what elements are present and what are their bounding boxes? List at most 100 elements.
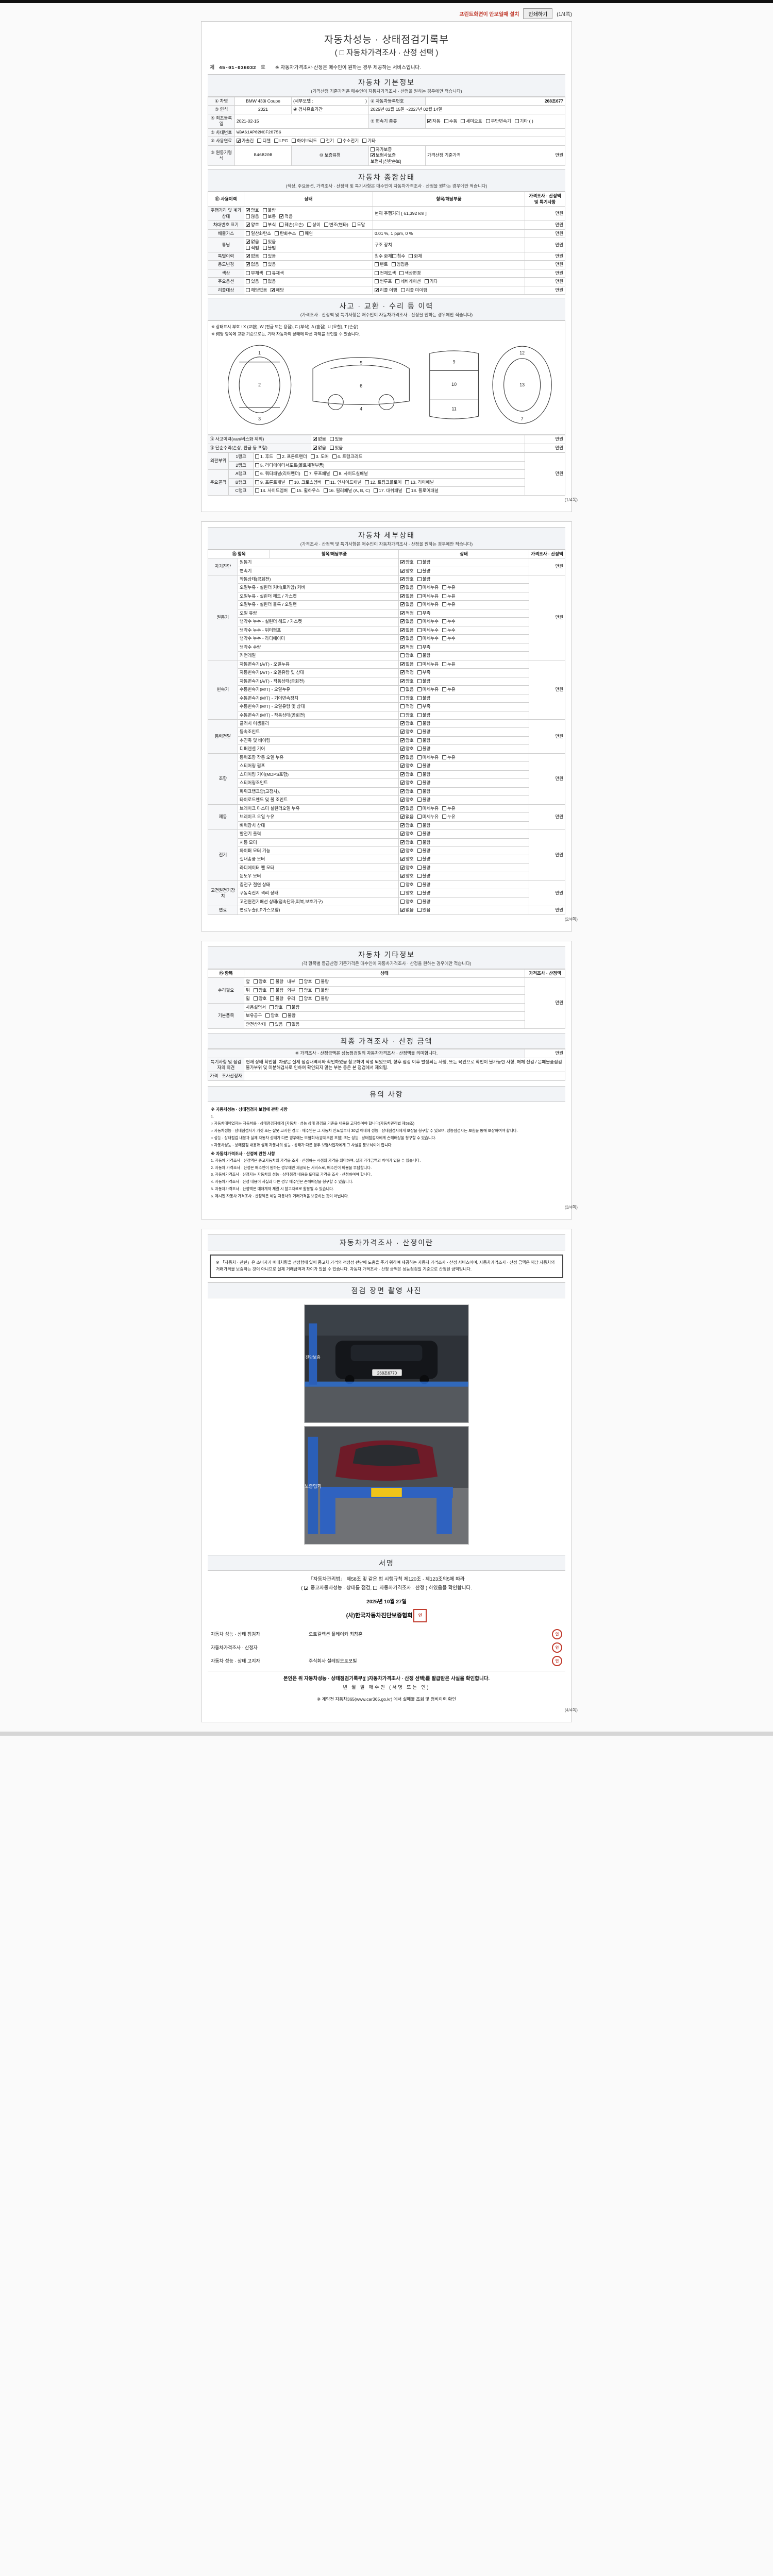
checkbox-rank-3-4[interactable] [405, 480, 410, 484]
checkbox-transmission-option-2[interactable] [461, 118, 465, 123]
checkbox-detail-1-2-opt-0[interactable] [400, 593, 405, 599]
detail-5-0-opt-1[interactable]: 미세누유 [417, 806, 439, 811]
detail-3-2-opt-1[interactable]: 불량 [417, 738, 430, 743]
checkbox-detail-1-0-opt-0[interactable] [400, 576, 405, 582]
detail-5-0-opt-2[interactable]: 누유 [442, 806, 456, 811]
overall-1-state-0-3[interactable]: 상이 [307, 222, 321, 228]
detail-6-3-opt-0[interactable]: 양호 [400, 856, 414, 862]
checkbox-accident-res-0-opt-0[interactable] [313, 436, 317, 442]
checkbox-overall-8-state-0-0[interactable] [246, 287, 250, 292]
checkbox-rank-3-2[interactable] [325, 480, 329, 484]
detail-1-1-opt-1[interactable]: 미세누유 [417, 585, 439, 590]
detail-5-0-opt-0[interactable]: 없음 [400, 805, 414, 811]
checkbox-etc-tire-0-left-1[interactable] [270, 979, 275, 984]
rank-4-item-2[interactable]: 16. 필러패널 (A, B, C) [323, 488, 370, 494]
overall-0-state-1-2[interactable]: 적음 [279, 213, 293, 219]
checkbox-detail-1-1-opt-2[interactable] [442, 585, 446, 590]
overall-2-state-0-2[interactable]: 매연 [299, 231, 313, 236]
detail-4-0-opt-2[interactable]: 누유 [442, 755, 456, 760]
checkbox-etc-base-1-opt-0[interactable] [265, 1013, 270, 1018]
checkbox-accident-res-0-opt-1[interactable] [329, 437, 334, 442]
transmission-option-4[interactable]: 기타 ( ) [514, 118, 533, 124]
checkbox-transmission-option-1[interactable] [444, 118, 448, 123]
checkbox-overall-7-state-0-0[interactable] [246, 279, 250, 284]
detail-2-6-opt-1[interactable]: 불량 [417, 713, 430, 718]
detail-7-2-opt-1[interactable]: 불량 [417, 899, 430, 905]
checkbox-etc-tire-2-right-0[interactable] [298, 996, 303, 1001]
checkbox-detail-6-4-opt-1[interactable] [417, 865, 422, 870]
checkbox-detail-6-5-opt-1[interactable] [417, 874, 422, 878]
overall-6-item-1[interactable]: 색상변경 [399, 270, 421, 276]
etc-tire-1-right-1[interactable]: 불량 [315, 988, 329, 993]
checkbox-etc-tire-0-left-0[interactable] [253, 979, 258, 984]
checkbox-detail-8-0-opt-0[interactable] [400, 907, 405, 913]
detail-3-1-opt-1[interactable]: 불량 [417, 729, 430, 735]
checkbox-etc-tire-2-left-0[interactable] [253, 996, 258, 1001]
checkbox-overall-1-state-0-0[interactable] [246, 222, 250, 228]
checkbox-detail-7-0-opt-1[interactable] [417, 882, 422, 887]
checkbox-etc-tire-0-right-0[interactable] [298, 979, 303, 984]
transmission-option-1[interactable]: 수동 [444, 118, 457, 124]
checkbox-etc-tire-0-right-1[interactable] [315, 979, 320, 984]
fuel-option-3[interactable]: 하이브리드 [292, 138, 317, 144]
detail-4-0-opt-1[interactable]: 미세누유 [417, 755, 439, 760]
fuel-option-6[interactable]: 기타 [362, 138, 376, 144]
checkbox-rank-2-2[interactable] [333, 471, 338, 476]
detail-2-1-opt-0[interactable]: 적정 [400, 669, 414, 675]
checkbox-accident-res-1-opt-1[interactable] [329, 445, 334, 450]
detail-6-3-opt-1[interactable]: 불량 [417, 856, 430, 862]
overall-2-state-0-0[interactable]: 일산화탄소 [246, 231, 271, 236]
detail-8-0-opt-0[interactable]: 없음 [400, 907, 414, 913]
checkbox-etc-base-2-opt-1[interactable] [286, 1022, 291, 1026]
checkbox-etc-tire-1-right-1[interactable] [315, 988, 320, 992]
checkbox-detail-3-3-opt-0[interactable] [400, 745, 405, 752]
checkbox-overall-2-state-0-2[interactable] [299, 231, 304, 235]
detail-3-0-opt-0[interactable]: 양호 [400, 720, 414, 726]
checkbox-rank-4-0[interactable] [255, 488, 259, 493]
checkbox-detail-6-5-opt-0[interactable] [400, 873, 405, 879]
detail-3-3-opt-1[interactable]: 불량 [417, 746, 430, 752]
overall-2-state-0-1[interactable]: 탄화수소 [275, 231, 296, 236]
print-button[interactable]: 인쇄하기 [523, 8, 553, 19]
checkbox-detail-6-0-opt-0[interactable] [400, 831, 405, 837]
checkbox-detail-1-5-opt-0[interactable] [400, 618, 405, 624]
checkbox-detail-3-2-opt-0[interactable] [400, 737, 405, 743]
checkbox-rank-3-0[interactable] [255, 480, 259, 484]
checkbox-overall-7-item-0[interactable] [375, 279, 379, 284]
detail-7-0-opt-0[interactable]: 양호 [400, 882, 414, 888]
etc-base-1-opt-1[interactable]: 불량 [282, 1013, 296, 1019]
checkbox-detail-3-0-opt-1[interactable] [417, 721, 422, 725]
overall-3-state-1-0[interactable]: 적법 [246, 245, 259, 251]
accident-res-0-opt-0[interactable]: 없음 [313, 436, 326, 442]
etc-tire-2-left-1[interactable]: 불량 [270, 996, 283, 1002]
overall-1-state-0-0[interactable]: 양호 [246, 222, 259, 228]
checkbox-overall-7-item-2[interactable] [424, 279, 429, 284]
checkbox-detail-2-0-opt-0[interactable] [400, 661, 405, 667]
fuel-option-2[interactable]: LPG [274, 138, 288, 144]
etc-tire-0-left-1[interactable]: 불량 [270, 979, 283, 985]
checkbox-overall-4-item-1[interactable] [409, 253, 413, 258]
fuel-option-0[interactable]: 가솔린 [237, 138, 254, 144]
detail-4-0-opt-0[interactable]: 없음 [400, 754, 414, 760]
checkbox-rank-0-0[interactable] [255, 454, 259, 459]
checkbox-detail-6-3-opt-0[interactable] [400, 856, 405, 862]
detail-2-0-opt-1[interactable]: 미세누유 [417, 662, 439, 667]
checkbox-detail-2-0-opt-1[interactable] [417, 662, 422, 666]
checkbox-etc-tire-2-right-1[interactable] [315, 996, 320, 1001]
detail-0-0-opt-0[interactable]: 양호 [400, 559, 414, 565]
checkbox-detail-4-3-opt-0[interactable] [400, 779, 405, 786]
etc-base-2-opt-1[interactable]: 없음 [286, 1022, 299, 1027]
overall-1-state-0-2[interactable]: 훼손(오손) [279, 222, 304, 228]
checkbox-detail-4-0-opt-2[interactable] [442, 755, 446, 759]
detail-6-1-opt-0[interactable]: 양호 [400, 839, 414, 845]
detail-4-5-opt-0[interactable]: 양호 [400, 796, 414, 803]
rank-4-item-3[interactable]: 17. 대쉬패널 [374, 488, 402, 494]
rank-3-item-1[interactable]: 10. 크로스멤버 [289, 480, 322, 485]
detail-5-2-opt-1[interactable]: 불량 [417, 823, 430, 828]
rank-2-item-0[interactable]: 6. 쿼터패널(리어팬더) [255, 471, 300, 477]
checkbox-overall-6-item-0[interactable] [375, 270, 379, 275]
overall-0-state-1-0[interactable]: 많음 [246, 214, 259, 219]
detail-2-0-opt-0[interactable]: 없음 [400, 661, 414, 667]
detail-3-0-opt-1[interactable]: 불량 [417, 721, 430, 726]
checkbox-detail-0-1-opt-1[interactable] [417, 568, 422, 573]
